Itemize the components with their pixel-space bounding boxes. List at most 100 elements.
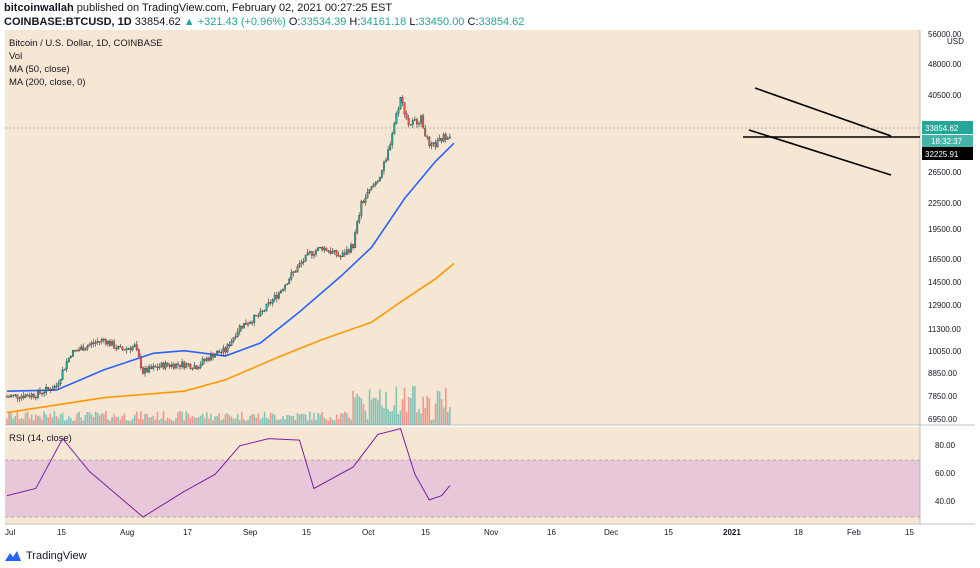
volume-bar — [109, 420, 111, 425]
annotation-lines — [5, 87, 920, 176]
volume-bar — [389, 411, 391, 425]
volume-bar — [267, 418, 270, 425]
rsi-tick: 80.00 — [935, 441, 956, 450]
volume-bar — [447, 411, 449, 425]
candle-body — [45, 387, 48, 393]
candle-body — [76, 350, 78, 352]
candle-body — [288, 279, 291, 285]
candle-body — [413, 119, 416, 121]
candle-body — [323, 247, 326, 251]
volume-bar — [111, 417, 113, 425]
price-tick: 11300.00 — [928, 325, 961, 334]
volume-bar — [271, 413, 274, 425]
volume-bar — [232, 418, 235, 425]
candle-body — [6, 396, 8, 398]
volume-bar — [265, 417, 268, 425]
candle-body — [131, 346, 134, 351]
candle-body — [277, 292, 280, 299]
candle-body — [32, 393, 35, 398]
candle-body — [121, 346, 124, 350]
volume-bar — [181, 411, 183, 425]
volume-bar — [354, 397, 356, 425]
candle-body — [164, 362, 167, 369]
countdown-tick: 18:32:37 — [931, 137, 963, 146]
candle-body — [170, 364, 173, 367]
candle-body — [401, 97, 404, 103]
candle-body — [370, 186, 373, 190]
volume-bar — [183, 420, 185, 425]
candle-body — [96, 341, 99, 343]
price-chart[interactable]: Bitcoin / U.S. Dollar, 1D, COINBASE Vol … — [5, 30, 975, 542]
volume-bar — [173, 420, 175, 425]
time-tick: 17 — [183, 528, 192, 537]
rsi-line — [6, 427, 451, 518]
candle-body — [98, 341, 101, 343]
candle-body — [216, 351, 219, 355]
price-tick: 40500.00 — [928, 91, 962, 100]
candle-body — [152, 366, 155, 369]
candle-body — [90, 342, 93, 345]
volume-bar — [177, 412, 179, 425]
volume-bar — [158, 420, 161, 425]
candle-body — [207, 357, 210, 361]
volume-bar — [397, 414, 400, 425]
volume-bar — [214, 416, 216, 425]
volume-bar — [96, 412, 99, 425]
volume-bar — [92, 416, 95, 425]
price-tick: 8850.00 — [928, 369, 957, 378]
candle-body — [34, 396, 37, 399]
candle-body — [183, 361, 186, 368]
candle-body — [119, 346, 122, 348]
volume-bar — [195, 417, 198, 425]
candle-body — [59, 379, 62, 384]
time-tick: 15 — [57, 528, 66, 537]
volume-bar — [366, 419, 369, 425]
candle-body — [234, 336, 237, 338]
volume-bar — [119, 419, 122, 425]
last-price-badge — [922, 121, 973, 134]
tradingview-logo-icon[interactable] — [4, 550, 22, 562]
volume-bars — [6, 385, 451, 425]
volume-bar — [193, 417, 196, 425]
volume-bar — [300, 413, 303, 425]
candle-body — [440, 138, 443, 142]
candle-body — [88, 344, 91, 347]
volume-bar — [148, 417, 150, 425]
volume-bar — [395, 386, 398, 425]
rsi-group — [6, 427, 451, 518]
volume-bar — [263, 411, 266, 425]
candle-body — [442, 134, 445, 142]
volume-bar — [154, 419, 157, 425]
volume-bar — [162, 411, 165, 425]
volume-bar — [210, 413, 212, 425]
ma50-group — [6, 142, 455, 392]
chart-frame: Bitcoin / U.S. Dollar, 1D, COINBASE Vol … — [5, 30, 975, 542]
rsi-axis: 80.00 60.00 40.00 — [935, 441, 956, 506]
volume-bar — [401, 399, 404, 425]
volume-bar — [32, 420, 35, 425]
volume-bar — [47, 417, 49, 425]
candle-body — [292, 271, 295, 273]
candle-body — [337, 255, 340, 257]
candle-body — [10, 395, 13, 397]
candle-body — [331, 251, 334, 254]
volume-bar — [360, 398, 363, 425]
volume-bar — [16, 411, 19, 425]
volume-bar — [201, 413, 204, 425]
volume-bar — [45, 414, 47, 425]
volume-bar — [212, 420, 214, 425]
price-tick: 14500.00 — [928, 278, 962, 287]
candle-body — [310, 251, 313, 256]
volume-bar — [442, 407, 445, 425]
candle-body — [199, 364, 202, 368]
candle-body — [407, 118, 410, 126]
author-name[interactable]: bitcoinwallah — [4, 2, 74, 14]
rsi-band — [5, 460, 920, 517]
volume-bar — [49, 413, 52, 425]
volume-bar — [370, 399, 373, 425]
candle-body — [383, 162, 385, 171]
candle-body — [240, 325, 243, 329]
candle-body — [319, 246, 322, 249]
volume-bar — [41, 419, 43, 425]
brand-label[interactable]: TradingView — [26, 550, 87, 562]
